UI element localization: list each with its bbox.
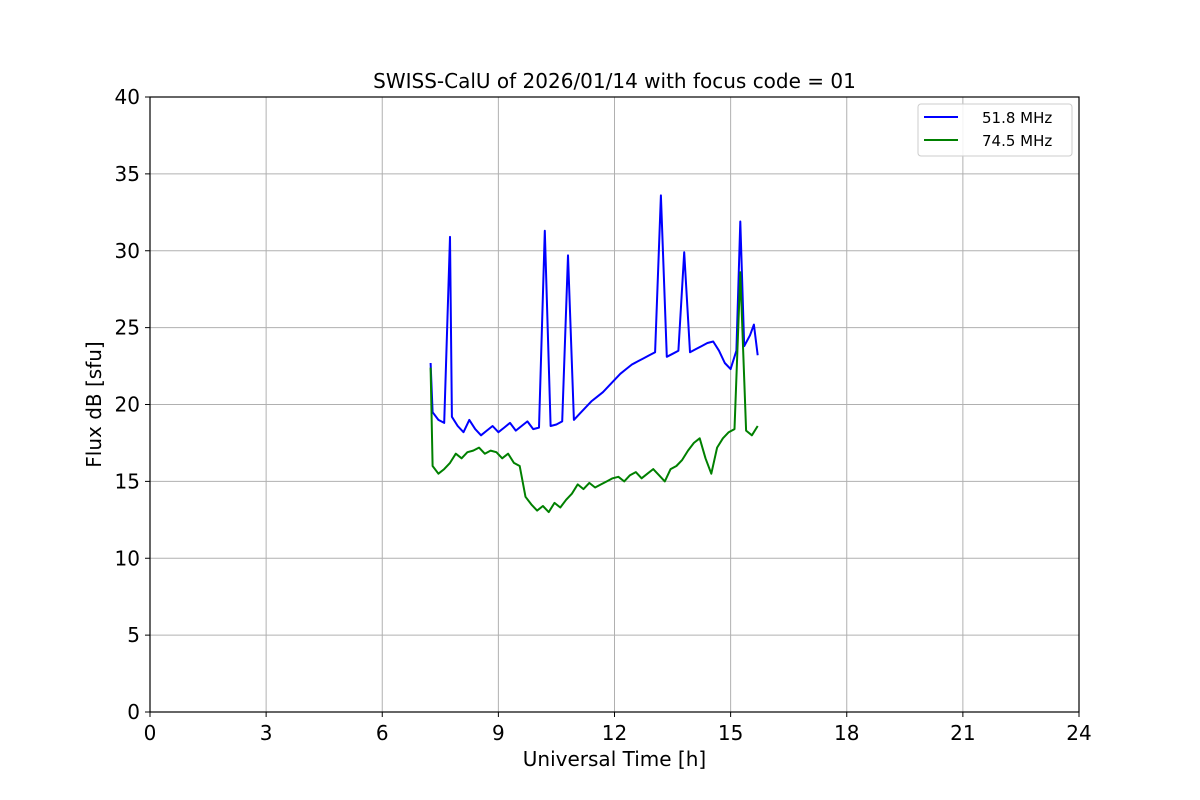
- series-line-0: [429, 194, 759, 437]
- x-tick-label: 0: [144, 721, 157, 745]
- y-tick-label: 15: [115, 469, 140, 493]
- legend-label-74-5: 74.5 MHz: [982, 132, 1052, 150]
- x-tick-label: 12: [602, 721, 627, 745]
- x-axis-label: Universal Time [h]: [523, 747, 706, 771]
- y-axis-label: Flux dB [sfu]: [82, 341, 106, 467]
- x-tick-label: 6: [376, 721, 389, 745]
- chart-title: SWISS-CalU of 2026/01/14 with focus code…: [373, 69, 856, 93]
- x-tick-label: 9: [492, 721, 505, 745]
- y-tick-label: 0: [127, 700, 140, 724]
- legend-label-51-8: 51.8 MHz: [982, 109, 1052, 127]
- x-tick-label: 3: [260, 721, 273, 745]
- x-tick-label: 15: [718, 721, 743, 745]
- x-ticks: 0 3 6 9 12 15 18 21 24: [144, 712, 1092, 745]
- x-tick-label: 18: [834, 721, 859, 745]
- legend: 51.8 MHz 74.5 MHz: [917, 103, 1073, 157]
- x-tick-label: 21: [950, 721, 975, 745]
- y-tick-label: 20: [115, 393, 140, 417]
- y-tick-label: 35: [115, 162, 140, 186]
- series-line-1: [429, 271, 759, 514]
- y-tick-label: 25: [115, 316, 140, 340]
- y-tick-label: 30: [115, 239, 140, 263]
- plot-frame: [149, 96, 1080, 713]
- y-tick-label: 5: [127, 623, 140, 647]
- x-tick-label: 24: [1066, 721, 1091, 745]
- plot-area: [429, 194, 759, 514]
- y-tick-label: 40: [115, 85, 140, 109]
- y-tick-label: 10: [115, 546, 140, 570]
- y-ticks: 0 5 10 15 20 25 30 35 40: [115, 85, 150, 724]
